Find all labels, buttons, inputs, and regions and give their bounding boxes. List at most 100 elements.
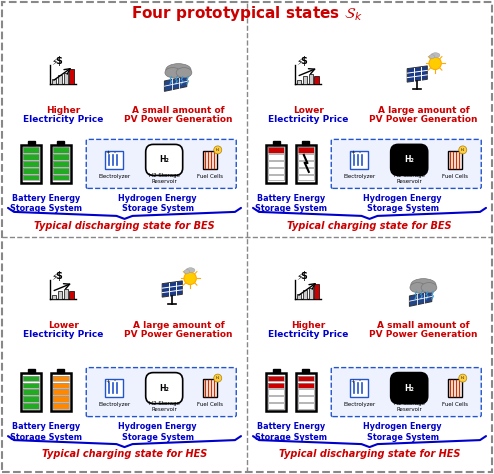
Bar	[23, 175, 40, 181]
Text: Battery Energy
Storage System: Battery Energy Storage System	[255, 194, 327, 213]
Text: -: -	[359, 150, 361, 155]
Text: +: +	[106, 379, 111, 383]
Bar	[309, 74, 313, 84]
Bar	[23, 155, 40, 160]
Text: H₂: H₂	[159, 383, 169, 392]
Bar	[53, 396, 69, 401]
Polygon shape	[407, 66, 427, 82]
Ellipse shape	[186, 268, 195, 273]
Bar	[298, 161, 314, 166]
Bar	[57, 369, 64, 373]
Text: H₂: H₂	[404, 383, 414, 392]
Bar	[298, 390, 314, 395]
FancyBboxPatch shape	[86, 139, 236, 188]
Bar	[268, 175, 285, 181]
Bar	[23, 383, 40, 388]
Bar	[296, 80, 301, 84]
Text: H2 Storage
Reservoir: H2 Storage Reservoir	[149, 173, 180, 184]
Bar	[448, 379, 462, 397]
Bar	[105, 151, 123, 169]
Bar	[302, 290, 307, 300]
Bar	[302, 76, 307, 84]
Bar	[448, 151, 462, 169]
Bar	[53, 147, 69, 153]
Ellipse shape	[431, 53, 440, 58]
Bar	[23, 403, 40, 409]
Bar	[23, 383, 40, 388]
Text: Four prototypical states $\mathcal{S}_k$: Four prototypical states $\mathcal{S}_k$	[131, 4, 363, 23]
FancyBboxPatch shape	[391, 373, 428, 403]
Bar	[268, 161, 285, 166]
Bar	[298, 403, 314, 409]
Bar	[53, 175, 69, 181]
Text: H₂: H₂	[216, 148, 220, 152]
Bar	[57, 141, 64, 145]
Text: H2 Storage
Reservoir: H2 Storage Reservoir	[394, 173, 425, 184]
Bar	[302, 369, 309, 373]
Bar	[53, 147, 69, 153]
Bar	[23, 168, 40, 173]
Bar	[273, 141, 280, 145]
Text: Fuel Cells: Fuel Cells	[442, 402, 468, 407]
Text: A small amount of: A small amount of	[132, 106, 225, 115]
Bar	[298, 155, 314, 160]
Bar	[23, 175, 40, 181]
Bar	[23, 396, 40, 401]
Text: -: -	[114, 379, 116, 383]
Circle shape	[459, 146, 467, 154]
Bar	[23, 168, 40, 173]
Bar	[64, 290, 68, 300]
Bar	[23, 390, 40, 395]
Text: Lower: Lower	[293, 106, 324, 115]
Bar	[51, 373, 71, 411]
Ellipse shape	[166, 64, 191, 76]
Bar	[23, 403, 40, 409]
Text: ⚡: ⚡	[296, 58, 302, 67]
Bar	[266, 373, 287, 411]
Text: Lower: Lower	[48, 321, 79, 330]
Bar	[268, 396, 285, 401]
Ellipse shape	[411, 279, 436, 291]
Bar	[23, 155, 40, 160]
Text: Fuel Cells: Fuel Cells	[442, 174, 468, 179]
Ellipse shape	[184, 270, 190, 273]
Ellipse shape	[176, 68, 192, 78]
Text: Higher: Higher	[291, 321, 326, 330]
Bar	[21, 373, 41, 411]
Text: H2 Storage
Reservoir: H2 Storage Reservoir	[394, 401, 425, 412]
Bar	[51, 295, 56, 300]
Bar	[268, 375, 285, 381]
Bar	[23, 161, 40, 166]
Bar	[53, 155, 69, 160]
Text: Electrolyzer: Electrolyzer	[98, 174, 130, 179]
Bar	[298, 175, 314, 181]
Bar	[53, 396, 69, 401]
Text: H₂: H₂	[461, 148, 465, 152]
Bar	[105, 379, 123, 397]
Circle shape	[214, 146, 222, 154]
Bar	[53, 390, 69, 395]
Text: Electricity Price: Electricity Price	[268, 330, 348, 339]
Bar	[298, 147, 314, 153]
Bar	[298, 375, 314, 381]
Polygon shape	[410, 291, 432, 306]
Text: $: $	[55, 271, 62, 281]
Bar	[350, 379, 368, 397]
Text: ⚡: ⚡	[296, 273, 302, 282]
Bar	[268, 375, 285, 381]
Bar	[268, 383, 285, 388]
Text: Typical discharging state for HES: Typical discharging state for HES	[279, 449, 460, 459]
Text: $: $	[55, 56, 62, 66]
Bar	[298, 383, 314, 388]
Ellipse shape	[410, 283, 426, 292]
Text: $: $	[300, 271, 307, 281]
Bar	[70, 69, 74, 84]
Bar	[23, 375, 40, 381]
Bar	[53, 375, 69, 381]
Text: -: -	[114, 150, 116, 155]
Bar	[53, 168, 69, 173]
Text: A large amount of: A large amount of	[132, 321, 224, 330]
Bar	[23, 390, 40, 395]
Bar	[273, 369, 280, 373]
Bar	[53, 175, 69, 181]
